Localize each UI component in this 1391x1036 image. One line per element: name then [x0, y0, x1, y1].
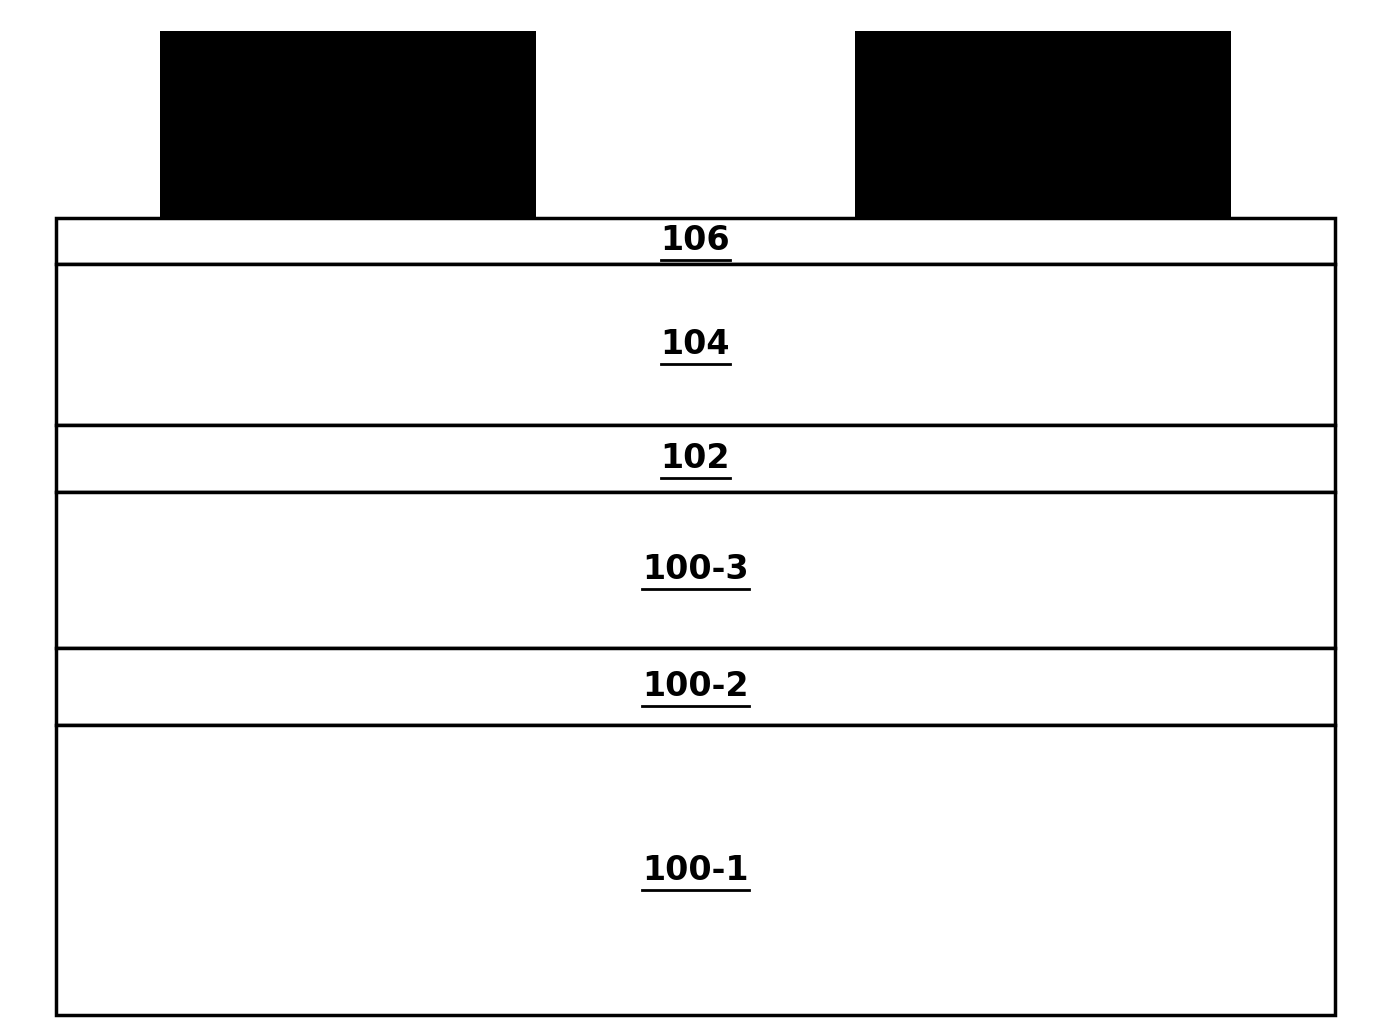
- Text: 100-3: 100-3: [643, 553, 748, 586]
- Bar: [56, 218, 1335, 264]
- Bar: [56, 725, 1335, 1015]
- Text: 100-1: 100-1: [643, 854, 748, 887]
- Text: 106: 106: [661, 225, 730, 257]
- Text: 102: 102: [661, 442, 730, 474]
- Bar: [56, 264, 1335, 425]
- Text: 100-2: 100-2: [643, 670, 748, 702]
- Bar: [56, 648, 1335, 725]
- Bar: [56, 492, 1335, 648]
- Bar: [56, 425, 1335, 492]
- Bar: [160, 31, 536, 218]
- Text: 104: 104: [661, 328, 730, 361]
- Bar: [855, 31, 1231, 218]
